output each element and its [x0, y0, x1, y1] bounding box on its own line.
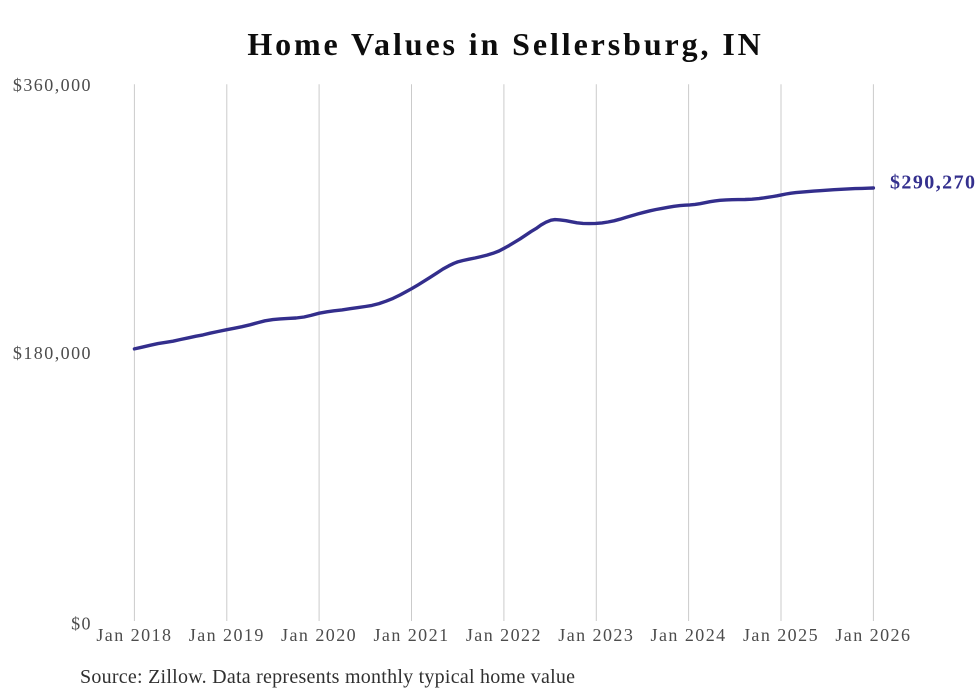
svg-text:Jan 2021: Jan 2021 — [373, 625, 449, 645]
svg-text:$0: $0 — [71, 614, 92, 634]
svg-text:$360,000: $360,000 — [13, 75, 92, 95]
svg-text:Jan 2019: Jan 2019 — [189, 625, 265, 645]
svg-text:Jan 2022: Jan 2022 — [466, 625, 542, 645]
svg-text:Home Values in Sellersburg, IN: Home Values in Sellersburg, IN — [247, 26, 763, 62]
svg-text:Jan 2023: Jan 2023 — [558, 625, 634, 645]
svg-text:$290,270: $290,270 — [890, 172, 976, 194]
svg-text:Jan 2026: Jan 2026 — [835, 625, 911, 645]
svg-text:$180,000: $180,000 — [13, 343, 92, 363]
svg-text:Source: Zillow. Data represent: Source: Zillow. Data represents monthly … — [80, 666, 575, 688]
svg-text:Jan 2018: Jan 2018 — [96, 625, 172, 645]
svg-text:Jan 2020: Jan 2020 — [281, 625, 357, 645]
svg-text:Jan 2024: Jan 2024 — [651, 625, 727, 645]
svg-text:Jan 2025: Jan 2025 — [743, 625, 819, 645]
